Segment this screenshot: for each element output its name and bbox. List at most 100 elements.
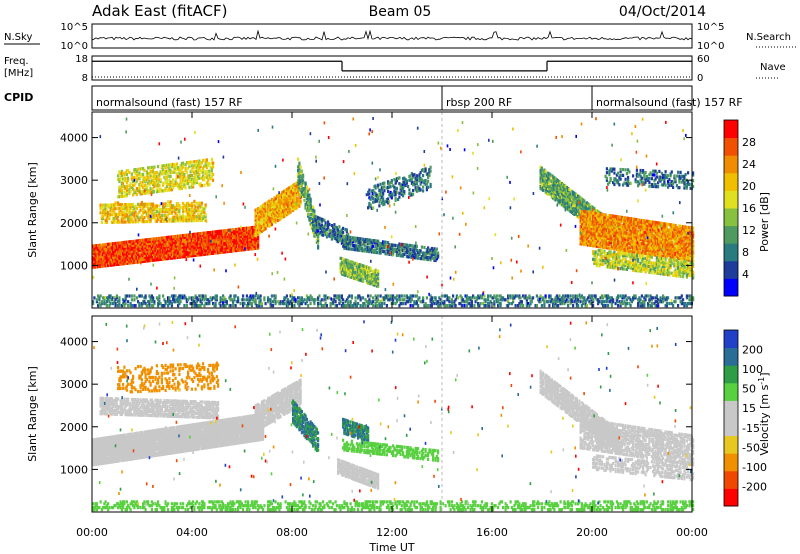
power-cells-cell [249,226,252,230]
power-cells-cell [133,241,136,245]
power-cells-cell [117,260,120,264]
power-cells-cell [429,165,432,169]
power-cells-cell [187,203,190,207]
power-cells-cell [164,257,167,261]
power-cells-cell [377,280,380,285]
power-cells-cell [354,263,357,267]
power-cells-cell [240,236,243,240]
power-cells-cell [392,253,395,257]
power-cells-cell [305,200,308,205]
power-cells-cell [174,179,177,184]
power-cells-cell [258,212,261,216]
power-cells-cell [162,236,165,240]
power-cells-cell [232,237,235,241]
power-cells-cell [212,178,215,182]
power-cells-cell [403,247,406,251]
power-cells-cell [148,259,151,263]
power-cells-cell [215,241,218,245]
power-cells-cell [269,202,272,206]
power-cells-cell [213,232,216,236]
power-cells-cell [310,218,313,222]
power-cells-cell [353,246,356,250]
power-cells-cell [160,210,163,214]
power-cells-cell [190,250,193,254]
power-cells-cell [248,237,251,242]
power-cells-cell [134,181,137,185]
power-cells-cell [108,258,111,262]
power-cells-cell [258,213,261,218]
power-cells-cell [115,260,118,265]
power-cells-cell [405,243,408,247]
power-cells-cell [264,227,267,231]
power-cells-cell [170,252,173,256]
power-cells-cell [248,230,251,234]
power-cells-cell [277,201,280,205]
power-cells-cell [357,268,360,272]
power-cells-cell [284,190,287,194]
power-cells-cell [190,181,193,185]
power-cells-cell [353,238,356,242]
power-cells-cell [105,211,108,215]
power-cells-cell [118,210,121,215]
power-cells-cell [269,216,272,220]
power-cells-cell [129,251,132,255]
power-cells-cell [244,226,247,230]
power-cells-cell [375,195,378,199]
power-cells-cell [129,189,132,193]
power-cells-cell [227,238,230,242]
power-cells-cell [198,247,201,251]
power-cells-cell [154,219,157,223]
power-cells-cell [368,192,371,196]
power-cells-cell [289,204,292,208]
power-cells-cell [150,243,153,247]
power-cells-cell [293,204,296,208]
power-cells-cell [234,233,237,237]
power-cells-cell [308,208,311,213]
power-cells-cell [212,242,215,246]
power-cells-cell [104,218,107,222]
power-cells-cell [204,246,207,250]
power-cells-cell [200,249,203,253]
power-cells-cell [287,200,290,204]
power-cells-cell [143,180,146,184]
power-cells-cell [127,240,130,244]
power-cells-cell [272,199,275,203]
power-cells-cell [204,237,207,241]
power-cells-cell [345,230,348,234]
power-cells-cell [232,239,235,243]
power-cells-cell [390,245,393,249]
power-cells-cell [145,172,148,176]
power-cells-cell [240,248,243,252]
power-cells-cell [202,174,205,178]
power-cells-cell [229,242,232,246]
power-cells-cell [423,257,426,261]
power-cells-cell [137,247,140,251]
power-cells-cell [422,257,425,261]
power-cells-cell [373,241,376,245]
power-cells-cell [157,254,160,258]
power-cells-cell [175,244,178,248]
power-cells-cell [242,234,245,238]
power-cells-cell [163,169,166,174]
power-cells-cell [192,246,195,250]
power-cells-cell [194,209,197,213]
power-cells-cell [162,183,165,187]
power-cells-cell [424,251,427,255]
power-cells-cell [130,251,133,255]
power-cells-cell [300,194,303,198]
power-cells-cell [123,254,126,258]
power-cells-cell [140,184,143,188]
power-cells-cell [202,247,205,251]
power-cells-cell [167,235,170,239]
power-cells-cell [170,180,173,184]
power-cells-cell [195,165,198,169]
power-cells-cell [117,255,120,259]
power-cells-cell [269,204,272,208]
power-cells-cell [129,244,132,248]
power-cells-cell [139,208,142,212]
power-cells-cell [347,259,350,263]
power-cells-cell [100,264,103,268]
power-cells-cell [313,216,316,220]
power-cells-cell [150,247,153,251]
power-cells-cell [164,208,167,212]
